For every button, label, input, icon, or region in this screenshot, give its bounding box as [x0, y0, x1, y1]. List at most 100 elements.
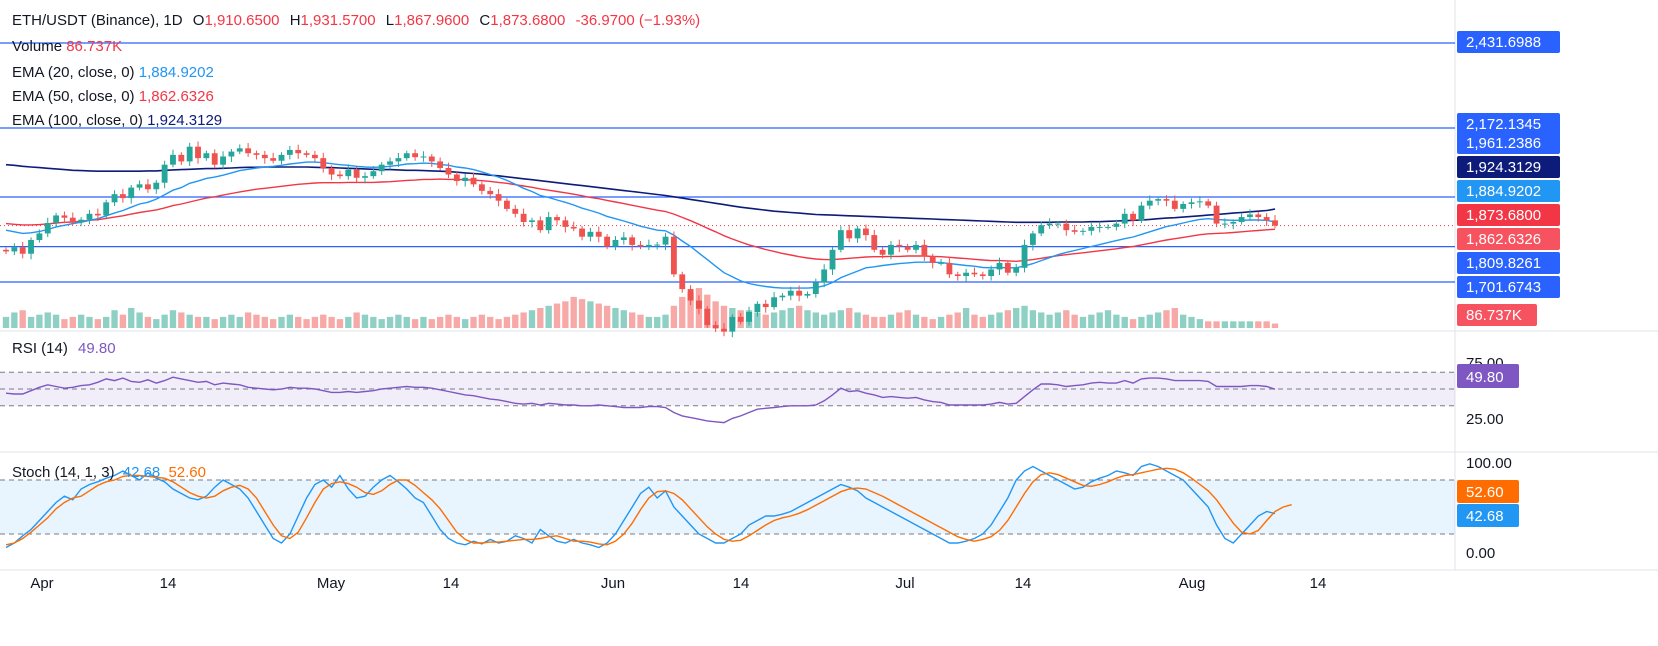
volume-bar: [795, 305, 803, 328]
volume-bar: [754, 312, 761, 328]
legend-rsi[interactable]: RSI (14) 49.80: [12, 340, 116, 357]
price-tag-label: 86.737K: [1466, 307, 1522, 324]
candle-body: [128, 187, 135, 199]
candle-body: [3, 249, 9, 252]
candle-body: [988, 269, 995, 276]
volume-bar: [896, 312, 903, 328]
candle-body: [387, 161, 393, 165]
candle-body: [729, 316, 736, 332]
volume-bar: [654, 316, 661, 328]
rsi-value: 49.80: [78, 340, 116, 357]
candle-body: [186, 146, 193, 162]
volume-bar: [236, 316, 243, 328]
volume-bar: [261, 316, 268, 328]
volume-bar: [1179, 314, 1187, 328]
legend-main: ETH/USDT (Binance), 1D O1,910.6500 H1,93…: [12, 12, 700, 29]
candle-body: [1238, 217, 1245, 222]
volume-bar: [411, 319, 419, 328]
volume-bar: [487, 316, 494, 328]
time-axis-label: Apr: [30, 575, 53, 592]
candle-body: [1163, 199, 1170, 201]
candle-body: [771, 297, 778, 308]
candle-body: [812, 282, 819, 295]
price-tag-label: 1,961.2386: [1466, 135, 1541, 152]
candle-body: [395, 158, 402, 162]
rsi-value-tag: [1457, 364, 1519, 388]
candle-body: [737, 316, 744, 322]
volume-bar: [420, 316, 427, 328]
candle-body: [228, 151, 235, 157]
symbol-title[interactable]: ETH/USDT (Binance), 1D: [12, 12, 183, 29]
price-tag: [1457, 276, 1560, 298]
candle-body: [261, 154, 268, 159]
candle-body: [478, 184, 485, 191]
volume-bar: [428, 319, 435, 328]
candle-body: [829, 249, 836, 270]
volume-bar: [1154, 312, 1162, 328]
candle-body: [913, 244, 919, 250]
volume-bar: [578, 299, 586, 328]
candle-body: [888, 244, 894, 255]
candle-body: [11, 247, 18, 252]
candle-body: [36, 233, 43, 240]
volume-bar: [520, 312, 527, 328]
volume-bar: [687, 292, 694, 328]
candle-body: [1113, 223, 1120, 227]
candle-body: [453, 174, 460, 182]
high-value: 1,931.5700: [300, 12, 376, 29]
candle-body: [879, 249, 886, 255]
candle-body: [979, 274, 986, 276]
candle-body: [529, 220, 535, 222]
legend-stoch[interactable]: Stoch (14, 1, 3) 42.68 52.60: [12, 464, 206, 481]
volume-bars: [2, 288, 1279, 328]
candle-body: [1071, 230, 1078, 232]
price-tag: [1457, 252, 1560, 274]
volume-bar: [1213, 321, 1220, 328]
candle-body: [503, 200, 510, 209]
stoch-d-value: 52.60: [168, 464, 206, 481]
candle-body: [1155, 199, 1162, 201]
volume-bar: [1196, 319, 1204, 328]
volume-bar: [495, 319, 502, 328]
candle-body: [1038, 225, 1045, 234]
volume-bar: [987, 314, 995, 328]
volume-bar: [662, 314, 669, 328]
candle-body: [1171, 200, 1178, 209]
volume-bar: [303, 319, 310, 328]
candle-body: [579, 228, 585, 237]
time-axis-label: Aug: [1179, 575, 1206, 592]
candle-body: [604, 236, 611, 247]
candle-body: [946, 262, 953, 275]
price-tag-label: 1,701.6743: [1466, 279, 1541, 296]
volume-bar: [1054, 312, 1062, 328]
close-value: 1,873.6800: [490, 12, 566, 29]
rsi-value-tag-label: 49.80: [1466, 369, 1504, 386]
legend-volume[interactable]: Volume 86.737K: [12, 38, 122, 55]
candle-body: [587, 231, 594, 237]
candle-body: [1046, 223, 1053, 226]
candle-body: [1029, 233, 1036, 245]
volume-bar: [528, 310, 536, 328]
stoch-pane: [0, 463, 1455, 549]
stoch-k-tag: [1457, 504, 1519, 527]
volume-bar: [1013, 308, 1020, 328]
volume-bar: [11, 312, 18, 328]
volume-bar: [186, 314, 193, 328]
price-tag: [1457, 304, 1537, 326]
price-tag: [1457, 204, 1560, 226]
change-value: -36.9700 (−1.93%): [575, 12, 701, 29]
volume-bar: [787, 308, 794, 328]
candle-body: [61, 215, 68, 218]
legend-ema50[interactable]: EMA (50, close, 0) 1,862.6326: [12, 88, 214, 105]
volume-bar: [161, 314, 168, 328]
volume-value: 86.737K: [66, 38, 123, 55]
candle-body: [1096, 226, 1103, 228]
legend-ema100[interactable]: EMA (100, close, 0) 1,924.3129: [12, 112, 222, 129]
volume-bar: [228, 314, 235, 328]
candle-body: [746, 312, 752, 322]
candle-body: [28, 239, 34, 254]
candle-body: [670, 236, 677, 275]
legend-ema20[interactable]: EMA (20, close, 0) 1,884.9202: [12, 64, 214, 81]
volume-bar: [1121, 316, 1128, 328]
candle-body: [595, 231, 602, 237]
